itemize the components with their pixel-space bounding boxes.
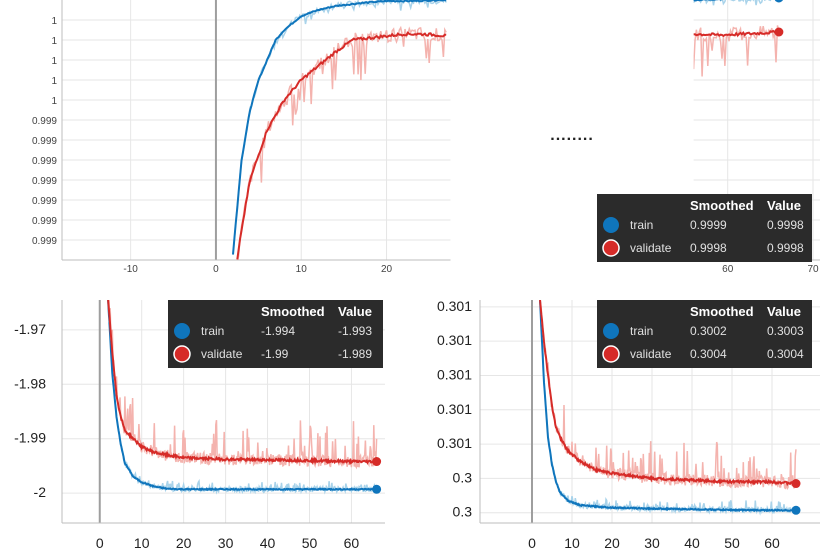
x-tick-label: 70 [807, 264, 819, 275]
legend-validate-smoothed: -1.99 [261, 347, 289, 361]
legend: Smoothed Value train 0.9999 0.9998 validate 0.… [597, 194, 812, 262]
x-tick-label: 0 [96, 535, 104, 551]
y-tick-label: 1 [51, 76, 57, 87]
chart-bottom-left: -1.97 -1.98 -1.99 -2 0 10 20 30 40 50 60 Smoothed Va… [14, 300, 385, 551]
x-tick-label: 10 [134, 535, 150, 551]
legend-train-swatch[interactable] [603, 323, 619, 339]
y-tick-label: 0.999 [32, 136, 57, 147]
y-tick-label: 1 [51, 56, 57, 67]
legend-header-smoothed: Smoothed [690, 304, 754, 319]
y-tick-label: -1.99 [14, 430, 46, 446]
legend-header-smoothed: Smoothed [690, 198, 754, 213]
y-tick-label: 0.999 [32, 156, 57, 167]
y-tick-label: 0.301 [437, 435, 472, 451]
y-tick-label: -1.97 [14, 321, 46, 337]
legend-train-swatch[interactable] [174, 323, 190, 339]
legend-train-swatch[interactable] [603, 217, 619, 233]
train-smoothed-line [539, 300, 797, 513]
train-raw-line [107, 302, 378, 495]
y-tick-label: 0.999 [32, 116, 57, 127]
validate-smoothed-line [539, 300, 797, 487]
x-tick-label: 0 [528, 535, 536, 551]
x-tick-label: 10 [296, 264, 308, 275]
y-tick-label: 0.999 [32, 236, 57, 247]
x-tick-label: 60 [764, 535, 780, 551]
x-tick-label: 50 [302, 535, 318, 551]
y-tick-label: 1 [51, 96, 57, 107]
y-tick-label: 0.301 [437, 366, 472, 382]
x-tick-label: 60 [722, 264, 734, 275]
y-tick-label: 0.999 [32, 176, 57, 187]
y-tick-label: 0.301 [437, 298, 472, 314]
y-tick-label: 0.3 [453, 504, 473, 520]
x-tick-label: 30 [218, 535, 234, 551]
validate-raw-line [539, 300, 797, 491]
x-tick-label: 30 [644, 535, 660, 551]
legend-train-name: train [201, 324, 224, 338]
legend-train-smoothed: -1.994 [261, 324, 295, 338]
y-tick-label: 1 [51, 16, 57, 27]
y-tick-label: -2 [34, 484, 47, 500]
legend: Smoothed Value train 0.3002 0.3003 validate 0.… [597, 300, 812, 368]
legend-validate-name: validate [201, 347, 243, 361]
x-tick-label: -10 [123, 264, 138, 275]
x-tick-label: 20 [381, 264, 393, 275]
y-tick-label: 0.301 [437, 332, 472, 348]
legend-train-value: 0.3003 [767, 324, 804, 338]
validate-end-point [774, 27, 784, 37]
legend-header-value: Value [338, 304, 372, 319]
x-tick-label: 40 [260, 535, 276, 551]
legend-validate-smoothed: 0.3004 [690, 347, 727, 361]
validate-end-point [791, 479, 801, 489]
x-tick-label: 10 [564, 535, 580, 551]
x-tick-label: 40 [684, 535, 700, 551]
legend-validate-value: -1.989 [338, 347, 372, 361]
legend-validate-smoothed: 0.9998 [690, 241, 727, 255]
train-end-point [774, 0, 783, 3]
train-raw-line [232, 0, 447, 254]
chart-top: 0.999 0.999 0.999 0.999 0.999 0.999 0.999 1 1 1 1 1… [32, 0, 820, 275]
train-smoothed-line [232, 0, 447, 255]
legend-validate-value: 0.3004 [767, 347, 804, 361]
validate-smoothed-line [236, 31, 447, 260]
legend-validate-swatch[interactable] [602, 239, 620, 257]
legend-train-value: -1.993 [338, 324, 372, 338]
legend-validate-swatch[interactable] [602, 345, 620, 363]
y-tick-label: 0.301 [437, 401, 472, 417]
legend-header-value: Value [767, 304, 801, 319]
legend-train-smoothed: 0.3002 [690, 324, 727, 338]
train-smoothed-line [107, 300, 377, 492]
train-raw-line [692, 0, 779, 6]
y-tick-label: 0.3 [453, 469, 473, 485]
x-tick-label: 0 [213, 264, 219, 275]
legend: Smoothed Value train -1.994 -1.993 validate -1… [168, 300, 383, 368]
legend-validate-name: validate [630, 347, 672, 361]
legend-validate-swatch[interactable] [173, 345, 191, 363]
x-tick-label: 60 [344, 535, 360, 551]
validate-smoothed-line [107, 300, 377, 466]
legend-validate-value: 0.9998 [767, 241, 804, 255]
legend-header-value: Value [767, 198, 801, 213]
x-tick-label: 20 [604, 535, 620, 551]
legend-header-smoothed: Smoothed [261, 304, 325, 319]
x-tick-label: 20 [176, 535, 192, 551]
chart-bottom-right: 0.3 0.3 0.301 0.301 0.301 0.301 0.301 0 10 20 30 40… [437, 298, 820, 551]
train-end-point [372, 484, 382, 494]
x-tick-label: 50 [724, 535, 740, 551]
legend-train-name: train [630, 218, 653, 232]
gap-marker: ........ [550, 127, 594, 144]
legend-train-value: 0.9998 [767, 218, 804, 232]
y-tick-label: -1.98 [14, 375, 46, 391]
y-tick-label: 1 [51, 36, 57, 47]
y-tick-label: 0.999 [32, 216, 57, 227]
validate-smoothed-line [693, 29, 780, 38]
train-end-point [791, 505, 801, 515]
legend-validate-name: validate [630, 241, 672, 255]
validate-end-point [372, 457, 382, 467]
validate-raw-line [237, 25, 447, 260]
y-tick-label: 0.999 [32, 196, 57, 207]
legend-train-smoothed: 0.9999 [690, 218, 727, 232]
legend-train-name: train [630, 324, 653, 338]
